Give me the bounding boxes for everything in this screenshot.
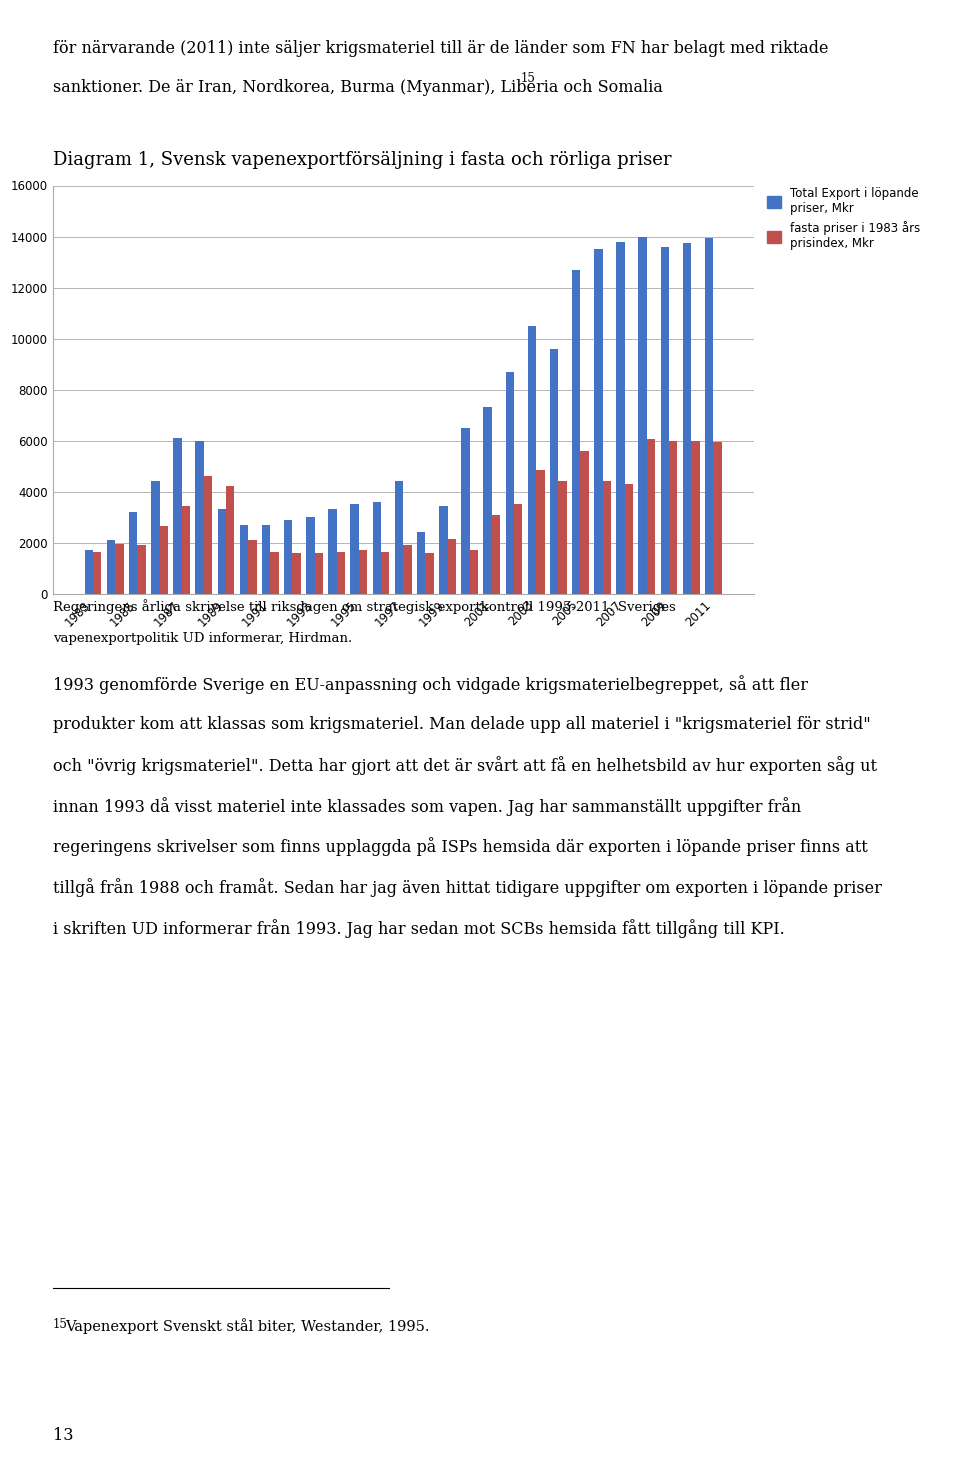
Bar: [705, 237, 713, 594]
Bar: [328, 509, 337, 594]
Bar: [240, 525, 248, 594]
Bar: [173, 438, 181, 594]
Bar: [218, 509, 226, 594]
Bar: [381, 552, 390, 594]
Bar: [616, 242, 625, 594]
Text: 15: 15: [520, 73, 535, 85]
Text: vapenexportpolitik UD informerar, Hirdman.: vapenexportpolitik UD informerar, Hirdma…: [53, 632, 352, 646]
Text: i skriften UD informerar från 1993. Jag har sedan mot SCBs hemsida fått tillgång: i skriften UD informerar från 1993. Jag …: [53, 919, 784, 938]
Bar: [284, 519, 293, 594]
Bar: [550, 349, 559, 594]
Bar: [594, 249, 603, 594]
Bar: [262, 525, 271, 594]
Text: innan 1993 då visst materiel inte klassades som vapen. Jag har sammanställt uppg: innan 1993 då visst materiel inte klassa…: [53, 797, 801, 816]
Bar: [350, 505, 359, 594]
Bar: [395, 481, 403, 594]
Text: 15: 15: [53, 1318, 67, 1331]
Bar: [196, 441, 204, 594]
Text: tillgå från 1988 och framåt. Sedan har jag även hittat tidigare uppgifter om exp: tillgå från 1988 och framåt. Sedan har j…: [53, 879, 881, 896]
Bar: [669, 441, 678, 594]
Bar: [691, 441, 700, 594]
Bar: [625, 484, 634, 594]
Bar: [204, 476, 212, 594]
Bar: [603, 481, 611, 594]
Bar: [248, 540, 256, 594]
Bar: [107, 540, 115, 594]
Bar: [638, 236, 647, 594]
Bar: [337, 552, 346, 594]
Bar: [492, 515, 500, 594]
Text: 13: 13: [53, 1428, 73, 1444]
Bar: [514, 505, 522, 594]
Bar: [151, 481, 159, 594]
Bar: [581, 451, 588, 594]
Bar: [372, 502, 381, 594]
Bar: [647, 439, 656, 594]
Bar: [315, 552, 323, 594]
Text: .: .: [526, 79, 532, 96]
Bar: [181, 506, 190, 594]
Bar: [271, 552, 278, 594]
Bar: [84, 551, 93, 594]
Bar: [159, 525, 168, 594]
Text: och "övrig krigsmateriel". Detta har gjort att det är svårt att få en helhetsbil: och "övrig krigsmateriel". Detta har gjo…: [53, 757, 876, 775]
Text: Vapenexport Svenskt stål biter, Westander, 1995.: Vapenexport Svenskt stål biter, Westande…: [65, 1318, 430, 1334]
Text: Diagram 1, Svensk vapenexportförsäljning i fasta och rörliga priser: Diagram 1, Svensk vapenexportförsäljning…: [53, 150, 671, 169]
Bar: [137, 545, 146, 594]
Text: sanktioner. De är Iran, Nordkorea, Burma (Myanmar), Liberia och Somalia: sanktioner. De är Iran, Nordkorea, Burma…: [53, 79, 662, 96]
Bar: [536, 470, 544, 594]
Bar: [572, 270, 581, 594]
Bar: [683, 243, 691, 594]
Text: Regeringens årliga skrivelse till riksdagen om strategisk exportkontroll 1995-20: Regeringens årliga skrivelse till riksda…: [53, 600, 676, 614]
Bar: [506, 371, 514, 594]
Bar: [93, 552, 102, 594]
Bar: [447, 539, 456, 594]
Bar: [425, 552, 434, 594]
Bar: [115, 543, 124, 594]
Bar: [484, 408, 492, 594]
Bar: [306, 516, 315, 594]
Text: 1993 genomförde Sverige en EU-anpassning och vidgade krigsmaterielbegreppet, så : 1993 genomförde Sverige en EU-anpassning…: [53, 675, 807, 695]
Legend: Total Export i löpande
priser, Mkr, fasta priser i 1983 års
prisindex, Mkr: Total Export i löpande priser, Mkr, fast…: [766, 187, 921, 251]
Text: för närvarande (2011) inte säljer krigsmateriel till är de länder som FN har bel: för närvarande (2011) inte säljer krigsm…: [53, 40, 828, 56]
Bar: [469, 551, 478, 594]
Bar: [129, 512, 137, 594]
Bar: [226, 487, 234, 594]
Bar: [359, 551, 368, 594]
Bar: [559, 481, 566, 594]
Bar: [713, 442, 722, 594]
Bar: [293, 552, 300, 594]
Text: regeringens skrivelser som finns upplaggda på ISPs hemsida där exporten i löpand: regeringens skrivelser som finns upplagg…: [53, 837, 868, 856]
Text: produkter kom att klassas som krigsmateriel. Man delade upp all materiel i "krig: produkter kom att klassas som krigsmater…: [53, 715, 871, 733]
Bar: [403, 545, 412, 594]
Bar: [439, 506, 447, 594]
Bar: [660, 246, 669, 594]
Bar: [417, 533, 425, 594]
Bar: [528, 326, 536, 594]
Bar: [461, 427, 469, 594]
